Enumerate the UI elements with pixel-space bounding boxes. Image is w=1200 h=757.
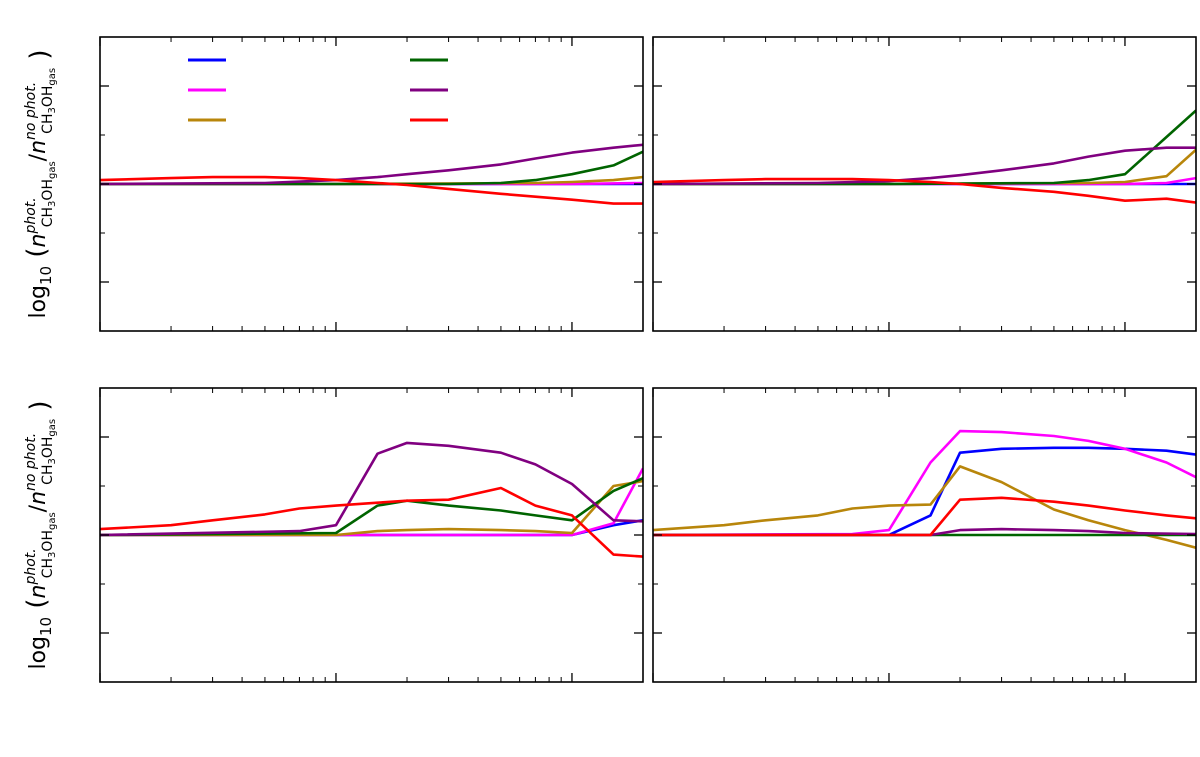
y-axis-label: log10 (nphot.CH3OHgas/nno phot.CH3OHgas … [22, 400, 58, 669]
panel-a: log10 (nphot.CH3OHgas/nno phot.CH3OHgas … [22, 36, 644, 332]
series-group [653, 109, 1196, 204]
series-line-chi-5 [100, 486, 643, 558]
series-line-chi-3 [100, 477, 643, 537]
series-line-chi-1 [653, 429, 1196, 537]
series-group [100, 441, 643, 558]
series-line-chi-5 [653, 177, 1196, 204]
series-line-chi-4 [653, 527, 1196, 537]
y-axis-label: log10 (nphot.CH3OHgas/nno phot.CH3OHgas … [22, 49, 58, 318]
series-line-chi-3 [100, 150, 643, 186]
panel-d [652, 387, 1197, 683]
series-line-chi-0 [653, 446, 1196, 537]
series-group [100, 143, 643, 205]
panel-c: log10 (nphot.CH3OHgas/nno phot.CH3OHgas … [22, 387, 644, 683]
legend [188, 58, 448, 122]
series-group [653, 429, 1196, 549]
series-line-chi-2 [100, 479, 643, 537]
series-line-chi-4 [653, 146, 1196, 186]
series-line-chi-2 [653, 465, 1196, 549]
series-line-chi-3 [653, 109, 1196, 186]
series-line-chi-5 [100, 175, 643, 205]
panel-b [652, 36, 1197, 332]
series-line-chi-5 [653, 496, 1196, 537]
series-line-chi-4 [100, 441, 643, 537]
series-line-chi-4 [100, 143, 643, 186]
